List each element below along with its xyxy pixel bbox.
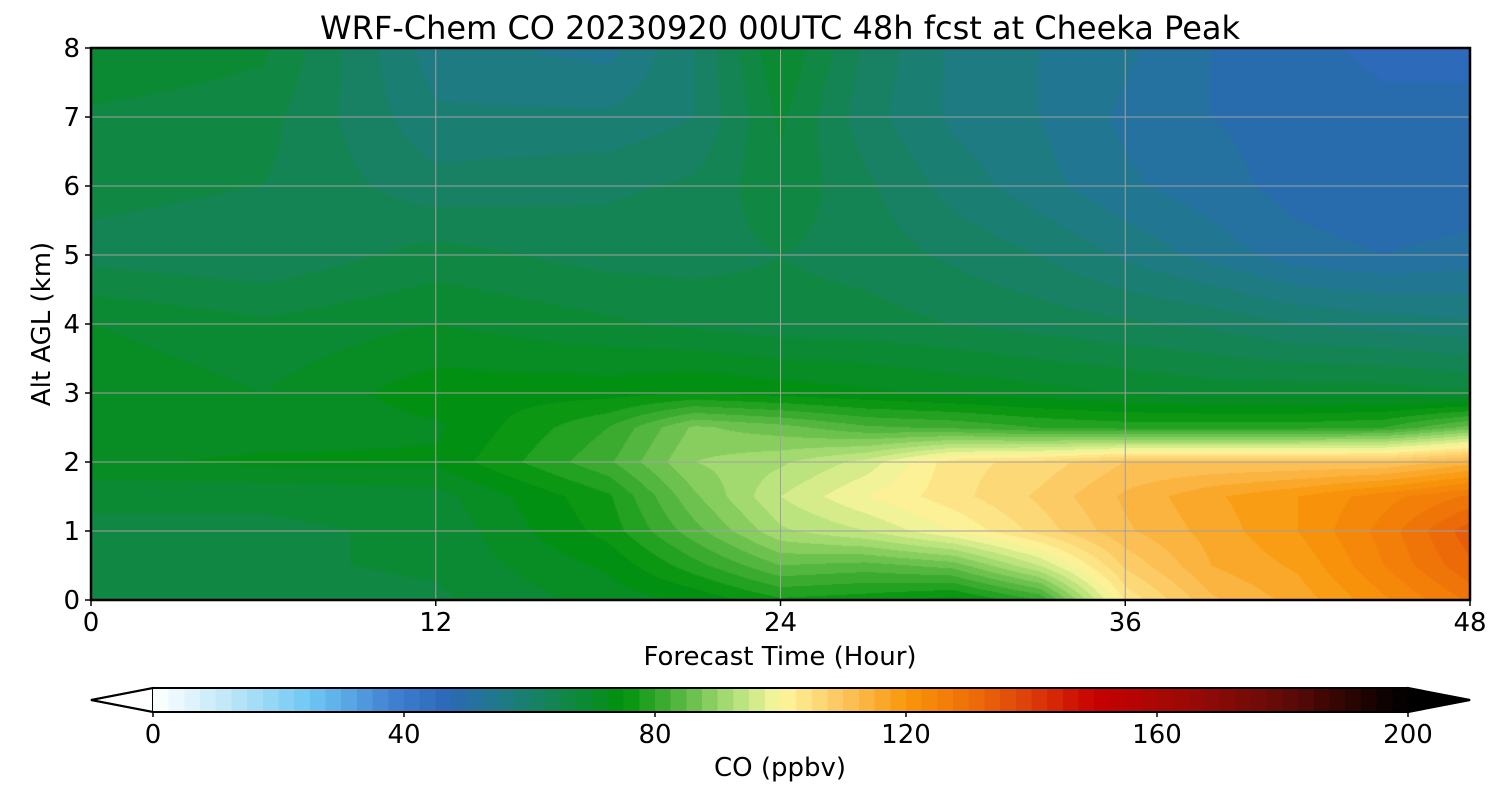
colorbar-ticks: 0 40 80 120 160 200 bbox=[145, 712, 1433, 750]
y-axis-label: Alt AGL (km) bbox=[27, 242, 57, 406]
x-tick-label: 0 bbox=[83, 608, 100, 638]
y-tick-label: 0 bbox=[63, 586, 80, 616]
colorbar-tick-label: 200 bbox=[1383, 720, 1433, 750]
y-axis: 0 1 2 3 4 5 6 7 8 bbox=[63, 34, 91, 616]
y-tick-label: 7 bbox=[63, 103, 80, 133]
chart-title: WRF-Chem CO 20230920 00UTC 48h fcst at C… bbox=[320, 9, 1241, 47]
colorbar-tick-label: 40 bbox=[387, 720, 420, 750]
y-tick-label: 6 bbox=[63, 172, 80, 202]
colorbar-tick-label: 0 bbox=[145, 720, 162, 750]
colorbar-scale bbox=[153, 688, 1408, 712]
x-tick-label: 48 bbox=[1453, 608, 1486, 638]
x-tick-label: 24 bbox=[764, 608, 797, 638]
y-tick-label: 3 bbox=[63, 379, 80, 409]
colorbar: 0 40 80 120 160 200 CO (ppbv) bbox=[90, 686, 1471, 783]
y-tick-label: 4 bbox=[63, 310, 80, 340]
x-axis: 0 12 24 36 48 bbox=[83, 600, 1487, 638]
y-tick-label: 1 bbox=[63, 517, 80, 547]
x-axis-label: Forecast Time (Hour) bbox=[643, 642, 916, 672]
colorbar-extend-low bbox=[90, 686, 154, 714]
y-tick-label: 8 bbox=[63, 34, 80, 64]
plot-area bbox=[89, 46, 1472, 602]
colorbar-extend-high bbox=[1407, 686, 1471, 714]
x-tick-label: 36 bbox=[1109, 608, 1142, 638]
y-tick-label: 2 bbox=[63, 448, 80, 478]
colorbar-label: CO (ppbv) bbox=[714, 753, 846, 783]
colorbar-tick-label: 80 bbox=[638, 720, 671, 750]
colorbar-tick-label: 160 bbox=[1132, 720, 1182, 750]
x-tick-label: 12 bbox=[419, 608, 452, 638]
y-tick-label: 5 bbox=[63, 241, 80, 271]
colorbar-tick-label: 120 bbox=[881, 720, 931, 750]
